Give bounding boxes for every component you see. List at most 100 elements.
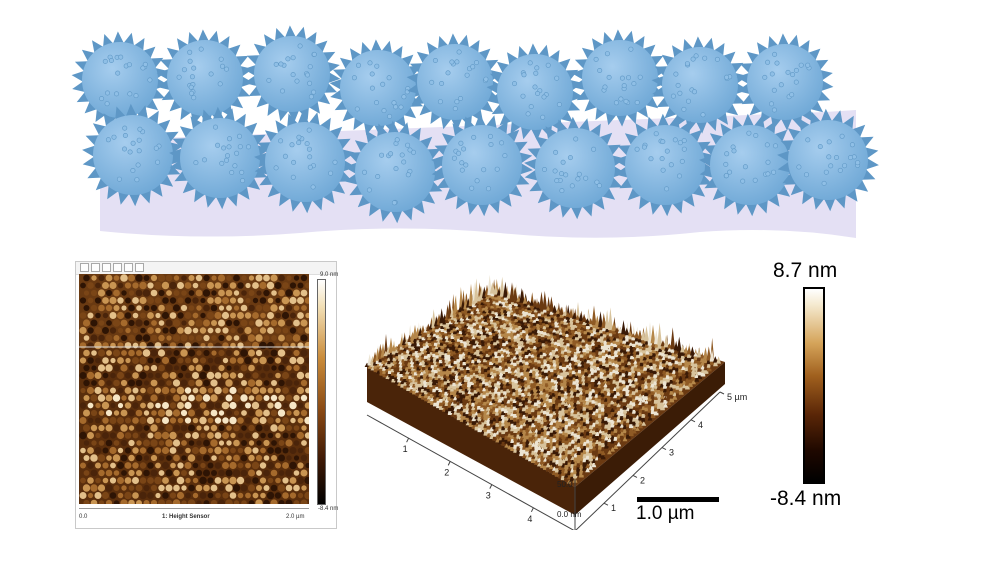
afm-grain: [79, 312, 87, 319]
surface-peak: [434, 374, 440, 380]
particle-bump: [494, 166, 500, 172]
afm-grain: [102, 372, 109, 379]
particle-bump: [285, 56, 291, 62]
afm-grain: [304, 476, 309, 485]
surface-peak: [672, 374, 677, 382]
surface-peak: [426, 394, 432, 400]
surface-peak: [522, 452, 527, 458]
afm-grain: [176, 386, 185, 395]
particle-bump: [394, 137, 400, 143]
line-tool-icon[interactable]: [113, 263, 122, 272]
afm-grain: [120, 274, 128, 282]
afm-grain: [233, 439, 240, 447]
afm-grain: [90, 394, 98, 402]
surface-peak: [480, 358, 485, 365]
afm-grain: [281, 311, 290, 320]
afm-grain: [210, 409, 218, 417]
surface-peak: [518, 398, 524, 403]
surface-peak: [653, 386, 659, 393]
particle-bump: [237, 144, 243, 150]
afm-grain: [275, 432, 281, 439]
surface-peak: [549, 426, 554, 433]
surface-peak: [467, 400, 473, 405]
particle-bump: [583, 175, 589, 181]
search-icon[interactable]: [102, 263, 111, 272]
afm-grain: [263, 469, 270, 477]
surface-peak: [574, 359, 579, 366]
afm-grain: [136, 470, 142, 476]
surface-peak: [469, 306, 475, 312]
particle-bump: [391, 200, 397, 206]
particle-bump: [596, 183, 602, 189]
afm-grain: [233, 365, 240, 371]
afm-grain: [109, 492, 117, 499]
surface-peak: [464, 329, 470, 334]
line-tool-icon[interactable]: [124, 263, 133, 272]
surface-peak: [534, 365, 540, 373]
afm-grain: [248, 290, 255, 296]
surface-peak: [700, 360, 705, 366]
afm-grain: [181, 440, 187, 446]
afm-grain: [83, 335, 90, 341]
particle-bump: [307, 164, 313, 170]
afm-grain: [301, 365, 307, 371]
afm-grain: [300, 379, 308, 387]
afm-grain: [237, 312, 244, 319]
afm-grain: [251, 386, 260, 395]
afm-grain: [132, 312, 139, 319]
particle-bump: [115, 70, 121, 76]
surface-peak: [597, 383, 602, 389]
afm-grain: [296, 371, 305, 380]
surface-peak: [604, 310, 610, 330]
afm-grain: [166, 350, 172, 356]
surface-peak: [479, 399, 485, 404]
particle-bump: [291, 159, 297, 165]
afm-grain: [199, 371, 207, 380]
particle-bump: [659, 156, 665, 162]
afm-grain: [102, 357, 109, 364]
afm-grain: [147, 342, 154, 349]
afm-grain: [150, 379, 158, 387]
particle-bump: [681, 106, 687, 112]
surface-peak: [520, 342, 526, 348]
afm-grain: [135, 379, 143, 387]
surface-peak: [567, 406, 572, 412]
surface-peak: [409, 353, 414, 358]
afm-grain: [79, 357, 87, 364]
afm-height-image: [79, 274, 309, 504]
afm-grain: [226, 335, 232, 341]
particle-core: [180, 118, 260, 198]
surface-peak: [524, 328, 530, 335]
surface-peak: [611, 361, 617, 367]
particle-bump: [217, 81, 223, 87]
surface-peak: [496, 347, 502, 353]
afm-grain: [252, 327, 259, 334]
surface-peak: [654, 351, 660, 358]
afm-grain: [177, 432, 184, 439]
particle-bump: [769, 71, 775, 77]
afm-grain: [267, 402, 274, 409]
surface-peak: [552, 419, 557, 427]
surface-peak: [540, 424, 545, 432]
afm-grain: [222, 492, 229, 499]
surface-peak: [533, 393, 538, 399]
afm-grain: [155, 462, 161, 469]
cursor-icon[interactable]: [80, 263, 89, 272]
particle-bump: [765, 159, 771, 165]
surface-peak: [613, 401, 618, 406]
zoom-icon[interactable]: [91, 263, 100, 272]
surface-peak: [549, 409, 554, 418]
afm-grain: [192, 402, 199, 409]
surface-peak: [606, 393, 612, 400]
afm-grain: [135, 319, 143, 327]
surface-peak: [523, 323, 529, 329]
tilt-icon[interactable]: [135, 263, 144, 272]
surface-peak: [506, 290, 512, 299]
surface-peak: [429, 396, 435, 402]
particle-bump: [306, 146, 312, 152]
afm-grain: [139, 416, 147, 425]
afm-grain: [110, 372, 116, 379]
afm-grain: [282, 417, 289, 424]
afm-grain: [237, 297, 244, 304]
particle-bump: [449, 59, 455, 65]
